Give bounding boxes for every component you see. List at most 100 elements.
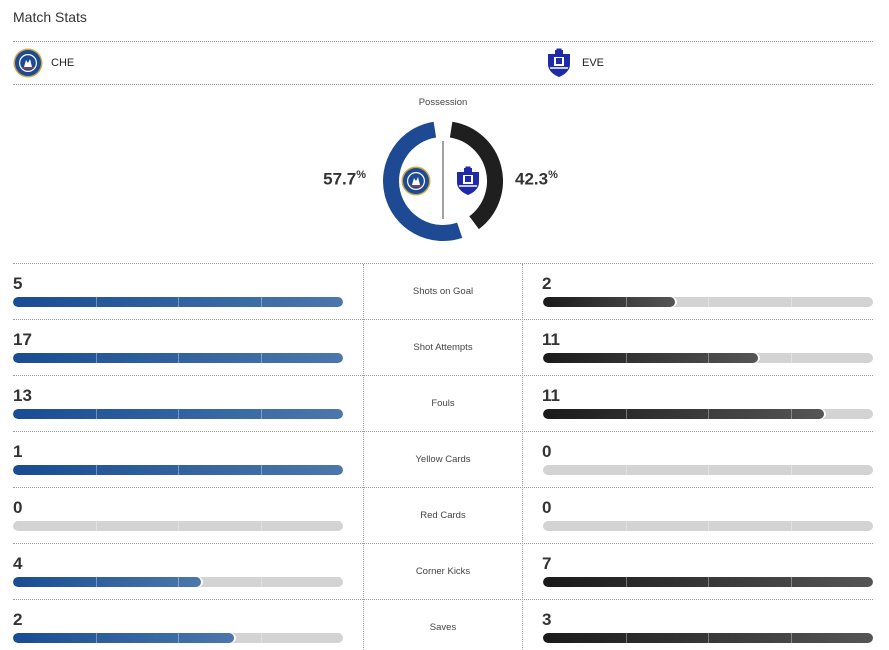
away-stat-bar bbox=[543, 521, 873, 531]
stat-label: Saves bbox=[429, 622, 457, 633]
column-divider bbox=[363, 264, 364, 650]
bar-segment-tick bbox=[95, 633, 97, 643]
home-stat-bar-fill bbox=[13, 297, 343, 307]
stat-label: Yellow Cards bbox=[415, 454, 471, 465]
bar-segment-tick bbox=[95, 409, 97, 419]
away-stat-value: 11 bbox=[542, 386, 560, 405]
bar-segment-tick bbox=[260, 521, 262, 531]
possession-label: Possession bbox=[418, 97, 468, 108]
stat-row: 4 Corner Kicks 7 bbox=[13, 544, 873, 600]
home-stat-value: 2 bbox=[13, 610, 23, 629]
bar-segment-tick bbox=[178, 465, 179, 475]
away-stat-value: 0 bbox=[542, 498, 552, 517]
bar-segment-tick bbox=[178, 353, 179, 363]
home-stat-value: 5 bbox=[13, 274, 23, 293]
away-stat-bar bbox=[543, 353, 873, 363]
bar-segment-tick bbox=[708, 297, 709, 307]
stat-row: 5 Shots on Goal 2 bbox=[13, 264, 873, 320]
away-stat-bar-fill bbox=[543, 409, 824, 419]
stat-label: Fouls bbox=[431, 398, 455, 409]
bar-segment-tick bbox=[178, 297, 179, 307]
home-team-header[interactable]: CHE bbox=[13, 48, 74, 78]
stats-table: 5 Shots on Goal 2 17 Shot Attempts 11 13… bbox=[13, 264, 873, 650]
away-stat-bar bbox=[543, 297, 873, 307]
possession-donut-chart bbox=[383, 121, 503, 241]
bar-segment-tick bbox=[625, 465, 627, 475]
away-stat-value: 3 bbox=[542, 610, 552, 629]
bar-segment-tick bbox=[708, 465, 709, 475]
bar-segment-tick bbox=[178, 521, 179, 531]
home-stat-bar-fill bbox=[13, 353, 343, 363]
bar-segment-tick bbox=[260, 577, 262, 587]
bar-segment-tick bbox=[625, 577, 627, 587]
bar-segment-tick bbox=[708, 353, 709, 363]
bar-segment-tick bbox=[260, 353, 262, 363]
bar-segment-tick bbox=[790, 465, 792, 475]
bar-segment-tick bbox=[708, 577, 709, 587]
home-stat-value: 0 bbox=[13, 498, 23, 517]
away-stat-value: 2 bbox=[542, 274, 552, 293]
stat-label: Shot Attempts bbox=[413, 342, 473, 353]
home-possession-arc bbox=[383, 121, 463, 241]
bar-segment-tick bbox=[95, 521, 97, 531]
home-possession-value: 57.7% bbox=[323, 169, 366, 189]
bar-segment-tick bbox=[260, 633, 262, 643]
bar-segment-tick bbox=[790, 521, 792, 531]
bar-segment-tick bbox=[708, 521, 709, 531]
page-title: Match Stats bbox=[13, 9, 87, 25]
divider bbox=[13, 41, 873, 42]
home-stat-bar bbox=[13, 465, 343, 475]
away-stat-value: 7 bbox=[542, 554, 552, 573]
divider bbox=[13, 263, 873, 264]
away-stat-bar bbox=[543, 633, 873, 643]
home-stat-value: 13 bbox=[13, 386, 32, 405]
away-stat-bar-fill bbox=[543, 297, 792, 307]
away-stat-bar-fill bbox=[543, 577, 873, 587]
chelsea-crest-icon bbox=[13, 48, 43, 78]
stat-label: Red Cards bbox=[420, 510, 466, 521]
bar-segment-tick bbox=[625, 297, 627, 307]
away-stat-value: 11 bbox=[542, 330, 560, 349]
away-team-abbr: EVE bbox=[582, 57, 605, 69]
home-stat-bar-fill bbox=[13, 465, 343, 475]
bar-segment-tick bbox=[178, 409, 179, 419]
home-stat-bar bbox=[13, 521, 343, 531]
bar-segment-tick bbox=[260, 409, 262, 419]
bar-segment-tick bbox=[790, 297, 792, 307]
bar-segment-tick bbox=[178, 633, 179, 643]
bar-segment-tick bbox=[260, 297, 262, 307]
home-stat-value: 17 bbox=[13, 330, 32, 349]
stat-row: 0 Red Cards 0 bbox=[13, 488, 873, 544]
away-stat-bar-fill bbox=[543, 633, 873, 643]
bar-segment-tick bbox=[625, 409, 627, 419]
stat-label: Shots on Goal bbox=[412, 286, 474, 297]
bar-segment-tick bbox=[95, 465, 97, 475]
bar-segment-tick bbox=[708, 633, 709, 643]
home-stat-bar-fill bbox=[13, 633, 262, 643]
home-stat-bar bbox=[13, 633, 343, 643]
home-stat-bar-fill bbox=[13, 577, 262, 587]
bar-segment-tick bbox=[790, 353, 792, 363]
column-divider bbox=[522, 264, 523, 650]
stat-row: 2 Saves 3 bbox=[13, 600, 873, 650]
home-stat-value: 1 bbox=[13, 442, 23, 461]
bar-segment-tick bbox=[95, 297, 97, 307]
chelsea-crest-icon bbox=[401, 166, 431, 196]
home-team-abbr: CHE bbox=[51, 57, 75, 69]
bar-segment-tick bbox=[95, 577, 97, 587]
bar-segment-tick bbox=[790, 409, 792, 419]
bar-segment-tick bbox=[625, 633, 627, 643]
away-stat-bar bbox=[543, 577, 873, 587]
bar-segment-tick bbox=[625, 353, 627, 363]
away-stat-value: 0 bbox=[542, 442, 552, 461]
away-team-header[interactable]: EVE bbox=[544, 48, 604, 78]
stat-row: 1 Yellow Cards 0 bbox=[13, 432, 873, 488]
away-possession-arc bbox=[449, 121, 503, 230]
bar-segment-tick bbox=[625, 521, 627, 531]
home-stat-value: 4 bbox=[13, 554, 23, 573]
bar-segment-tick bbox=[708, 409, 709, 419]
bar-segment-tick bbox=[790, 577, 792, 587]
home-stat-bar-fill bbox=[13, 409, 343, 419]
stat-row: 17 Shot Attempts 11 bbox=[13, 320, 873, 376]
stat-row: 13 Fouls 11 bbox=[13, 376, 873, 432]
